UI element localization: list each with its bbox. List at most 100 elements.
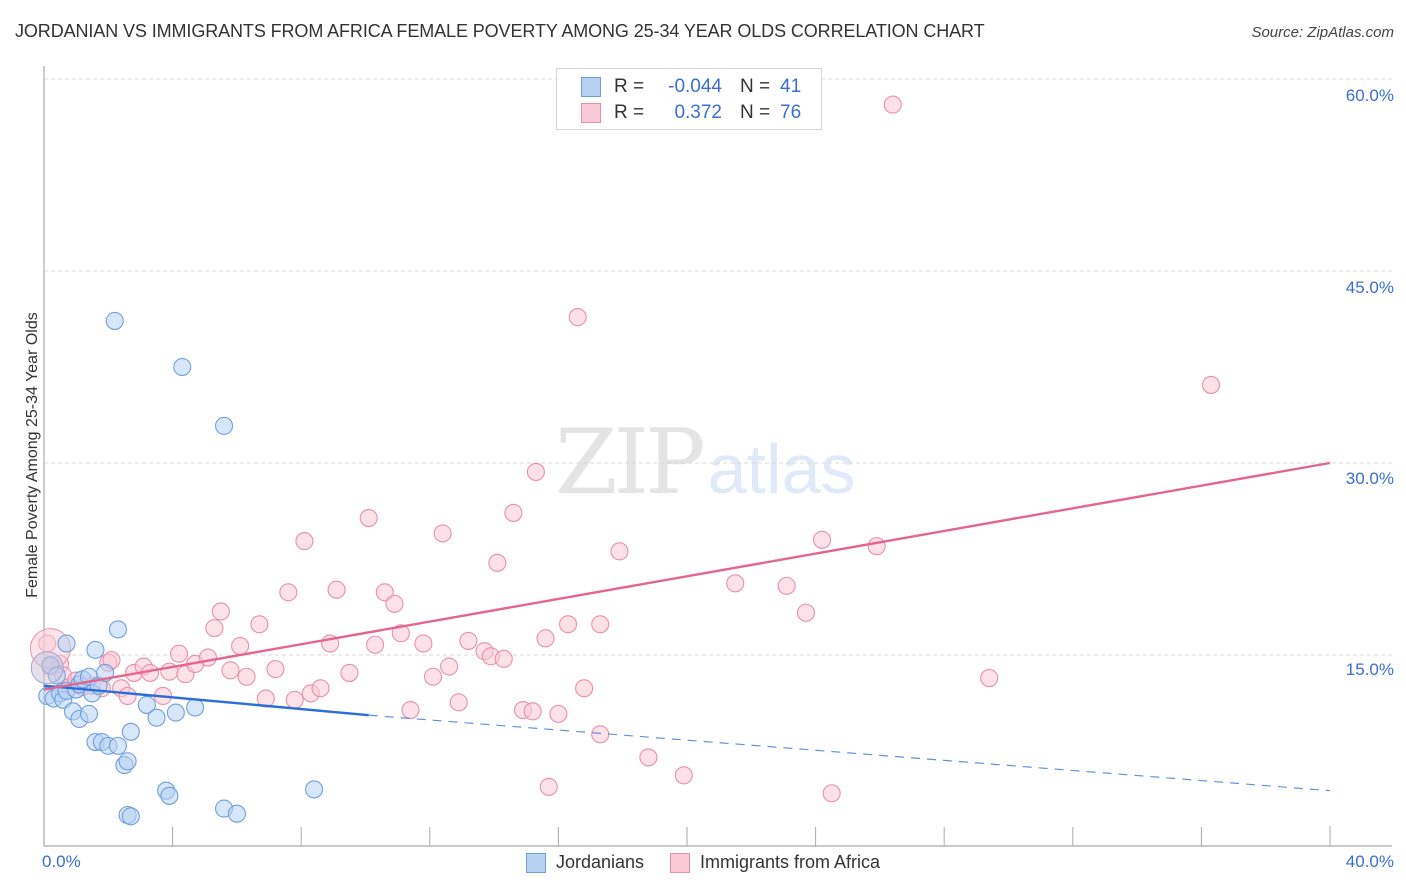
- immigrants-data-point: [526, 462, 545, 482]
- jordanians-data-point: [305, 780, 324, 799]
- r-value: 0.372: [674, 102, 722, 123]
- immigrants-data-point: [169, 644, 189, 663]
- legend-label: Jordanians: [555, 852, 644, 872]
- jordanians-data-point: [137, 695, 156, 714]
- series-jordanians-points: [30, 311, 324, 826]
- series-immigrants-from-africa-points: [29, 95, 1221, 803]
- stats-row-immigrants-from-africa: R = 0.372 N = 76: [581, 101, 801, 125]
- immigrants-data-point: [231, 636, 250, 656]
- jordanians-data-point: [227, 804, 246, 823]
- chart-title: JORDANIAN VS IMMIGRANTS FROM AFRICA FEMA…: [15, 21, 985, 41]
- stats-row-jordanians: R = -0.044 N = 41: [581, 75, 801, 99]
- jordanians-data-point: [108, 736, 127, 755]
- immigrants-data-point: [610, 542, 629, 561]
- immigrants-data-point: [359, 508, 378, 528]
- r-value: -0.044: [668, 76, 722, 97]
- immigrants-legend-swatch-icon: [670, 852, 690, 873]
- jordanians-data-point: [108, 620, 127, 639]
- immigrants-data-point: [401, 700, 420, 720]
- jordanians-data-point: [160, 786, 179, 805]
- immigrants-data-point: [423, 667, 443, 686]
- immigrants-data-point: [494, 649, 513, 668]
- jordanians-data-point: [121, 807, 140, 826]
- immigrants-data-point: [1201, 375, 1221, 394]
- trend-lines: [43, 461, 1331, 792]
- y-axis-label: Female Poverty Among 25-34 Year Olds: [24, 312, 41, 598]
- immigrants-data-point: [237, 667, 256, 686]
- immigrants-data-point: [250, 615, 269, 634]
- jordanians-trend-extrapolation: [368, 714, 1331, 792]
- immigrants-data-point: [822, 784, 841, 803]
- x-tick-0: 0.0%: [42, 852, 81, 871]
- immigrants-data-point: [883, 95, 902, 114]
- immigrants-data-point: [285, 690, 304, 709]
- source-credit: Source: ZipAtlas.com: [1251, 24, 1394, 41]
- immigrants-data-point: [777, 576, 796, 595]
- jordanians-data-point: [118, 752, 137, 771]
- immigrants-data-point: [591, 725, 610, 744]
- jordanians-data-point: [186, 698, 205, 717]
- immigrants-swatch-icon: [581, 103, 601, 123]
- immigrants-trend-line: [43, 461, 1331, 691]
- immigrants-data-point: [867, 537, 886, 556]
- n-label: N =: [740, 102, 771, 123]
- immigrants-data-point: [812, 530, 832, 549]
- immigrants-data-point: [221, 661, 240, 680]
- jordanians-legend-swatch-icon: [525, 852, 546, 873]
- y-tick-15: 15.0%: [1345, 660, 1394, 679]
- immigrants-data-point: [327, 580, 346, 599]
- r-label: R =: [614, 102, 645, 123]
- immigrants-data-point: [118, 686, 137, 706]
- immigrants-data-point: [549, 704, 568, 723]
- immigrants-data-point: [366, 635, 385, 654]
- axes: [43, 66, 1392, 847]
- n-label: N =: [740, 76, 771, 97]
- y-tick-45: 45.0%: [1345, 278, 1394, 297]
- jordanians-swatch-icon: [581, 77, 601, 97]
- legend-item-immigrants-from-africa[interactable]: Immigrants from Africa: [670, 852, 880, 873]
- immigrants-data-point: [591, 615, 610, 634]
- jordanians-cluster-bubble: [30, 651, 64, 685]
- immigrants-data-point: [488, 553, 507, 572]
- immigrants-data-point: [575, 679, 594, 698]
- immigrants-data-point: [796, 603, 816, 622]
- immigrants-data-point: [279, 583, 298, 602]
- immigrants-data-point: [385, 594, 404, 613]
- immigrants-data-point: [375, 583, 394, 602]
- gridlines: [44, 78, 1392, 656]
- y-tick-30: 30.0%: [1345, 469, 1394, 488]
- jordanians-data-point: [105, 311, 124, 330]
- immigrants-data-point: [459, 631, 478, 650]
- immigrants-data-point: [980, 668, 999, 688]
- immigrants-data-point: [198, 648, 218, 667]
- jordanians-data-point: [147, 708, 166, 727]
- immigrants-data-point: [523, 702, 542, 721]
- jordanians-data-point: [166, 703, 185, 722]
- jordanians-data-point: [214, 416, 234, 435]
- immigrants-data-point: [726, 574, 745, 593]
- immigrants-data-point: [440, 657, 459, 676]
- immigrants-data-point: [568, 308, 587, 327]
- immigrants-data-point: [674, 766, 693, 785]
- immigrants-data-point: [295, 532, 314, 551]
- immigrants-data-point: [205, 619, 224, 638]
- immigrants-data-point: [539, 777, 558, 796]
- immigrants-data-point: [414, 634, 433, 653]
- immigrants-data-point: [266, 660, 285, 679]
- immigrants-data-point: [211, 602, 230, 621]
- correlation-stats-box: R = -0.044 N = 41 R = 0.372 N = 76: [556, 68, 822, 130]
- y-tick-60: 60.0%: [1345, 86, 1394, 105]
- immigrants-data-point: [558, 615, 578, 634]
- jordanians-data-point: [57, 634, 76, 653]
- legend-item-jordanians[interactable]: Jordanians: [525, 852, 644, 873]
- jordanians-data-point: [86, 640, 105, 659]
- jordanians-trend-line: [43, 684, 369, 717]
- n-value: 41: [780, 76, 802, 97]
- r-label: R =: [614, 76, 645, 97]
- legend-label: Immigrants from Africa: [700, 852, 881, 872]
- immigrants-data-point: [536, 629, 555, 648]
- x-tick-40: 40.0%: [1345, 852, 1394, 871]
- immigrants-data-point: [449, 693, 468, 712]
- jordanians-data-point: [79, 704, 99, 723]
